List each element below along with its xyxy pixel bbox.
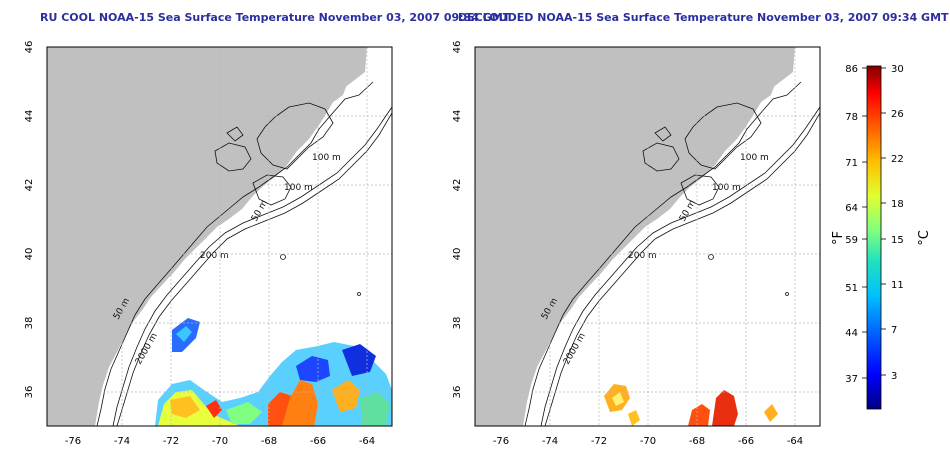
svg-text:36: 36 bbox=[452, 386, 463, 399]
left-map-title: RU COOL NOAA-15 Sea Surface Temperature … bbox=[40, 11, 511, 24]
colorbar-gradient bbox=[866, 65, 882, 410]
svg-text:44: 44 bbox=[24, 110, 35, 123]
fahrenheit-labels: 86 78 71 64 59 51 44 37 bbox=[845, 64, 858, 385]
latitude-labels: 46 44 42 40 38 36 bbox=[24, 41, 35, 399]
svg-text:-72: -72 bbox=[163, 436, 179, 447]
svg-text:-76: -76 bbox=[65, 436, 81, 447]
svg-text:-64: -64 bbox=[787, 436, 803, 447]
svg-text:-68: -68 bbox=[689, 436, 705, 447]
svg-text:-74: -74 bbox=[114, 436, 130, 447]
svg-text:15: 15 bbox=[891, 235, 904, 246]
svg-text:3: 3 bbox=[891, 371, 897, 382]
svg-text:42: 42 bbox=[452, 179, 463, 192]
right-map-title: DECLOUDED NOAA-15 Sea Surface Temperatur… bbox=[458, 11, 949, 24]
svg-text:38: 38 bbox=[24, 317, 35, 330]
longitude-labels: -76 -74 -72 -70 -68 -66 -64 bbox=[493, 436, 803, 447]
celsius-unit-label: °C bbox=[917, 230, 932, 246]
svg-text:100 m: 100 m bbox=[712, 183, 741, 193]
svg-text:-74: -74 bbox=[542, 436, 558, 447]
svg-text:59: 59 bbox=[845, 235, 858, 246]
svg-text:200 m: 200 m bbox=[628, 251, 657, 261]
svg-text:38: 38 bbox=[452, 317, 463, 330]
svg-text:7: 7 bbox=[891, 325, 897, 336]
svg-text:78: 78 bbox=[845, 112, 858, 123]
svg-text:-70: -70 bbox=[640, 436, 656, 447]
svg-text:30: 30 bbox=[891, 64, 904, 75]
svg-text:36: 36 bbox=[24, 386, 35, 399]
sst-raw-field bbox=[155, 318, 392, 426]
left-sst-map: 100 m 100 m 50 m 200 m 50 m 2000 m bbox=[24, 41, 393, 447]
svg-text:22: 22 bbox=[891, 154, 904, 165]
colorbar-ticks bbox=[862, 67, 886, 379]
graticule bbox=[47, 46, 392, 426]
svg-text:42: 42 bbox=[24, 179, 35, 192]
svg-text:46: 46 bbox=[24, 41, 35, 54]
map-frame bbox=[46, 46, 393, 427]
svg-text:-68: -68 bbox=[261, 436, 277, 447]
svg-text:46: 46 bbox=[452, 41, 463, 54]
right-sst-map: 100 m 100 m 50 m 200 m 50 m 2000 m bbox=[452, 41, 821, 447]
celsius-labels: 30 26 22 18 15 11 7 3 bbox=[891, 64, 904, 382]
svg-text:100 m: 100 m bbox=[284, 183, 313, 193]
svg-text:-72: -72 bbox=[591, 436, 607, 447]
svg-text:40: 40 bbox=[24, 248, 35, 261]
svg-text:37: 37 bbox=[845, 374, 858, 385]
temperature-colorbar: 86 78 71 64 59 51 44 37 30 26 22 18 15 1… bbox=[831, 64, 932, 410]
svg-text:51: 51 bbox=[845, 283, 858, 294]
svg-text:100 m: 100 m bbox=[740, 153, 769, 163]
svg-text:-66: -66 bbox=[738, 436, 754, 447]
latitude-labels: 46 44 42 40 38 36 bbox=[452, 41, 463, 399]
svg-text:64: 64 bbox=[845, 203, 858, 214]
svg-text:-76: -76 bbox=[493, 436, 509, 447]
svg-text:100 m: 100 m bbox=[312, 153, 341, 163]
svg-text:-64: -64 bbox=[359, 436, 375, 447]
svg-text:200 m: 200 m bbox=[200, 251, 229, 261]
svg-text:18: 18 bbox=[891, 199, 904, 210]
svg-text:44: 44 bbox=[452, 110, 463, 123]
svg-text:-70: -70 bbox=[212, 436, 228, 447]
svg-text:44: 44 bbox=[845, 328, 858, 339]
map-frame bbox=[474, 46, 821, 427]
sst-declouded-field bbox=[604, 384, 778, 426]
svg-text:-66: -66 bbox=[310, 436, 326, 447]
longitude-labels: -76 -74 -72 -70 -68 -66 -64 bbox=[65, 436, 375, 447]
svg-text:11: 11 bbox=[891, 280, 904, 291]
svg-text:86: 86 bbox=[845, 64, 858, 75]
svg-text:40: 40 bbox=[452, 248, 463, 261]
svg-text:71: 71 bbox=[845, 158, 858, 169]
fahrenheit-unit-label: °F bbox=[831, 231, 846, 245]
svg-text:26: 26 bbox=[891, 109, 904, 120]
